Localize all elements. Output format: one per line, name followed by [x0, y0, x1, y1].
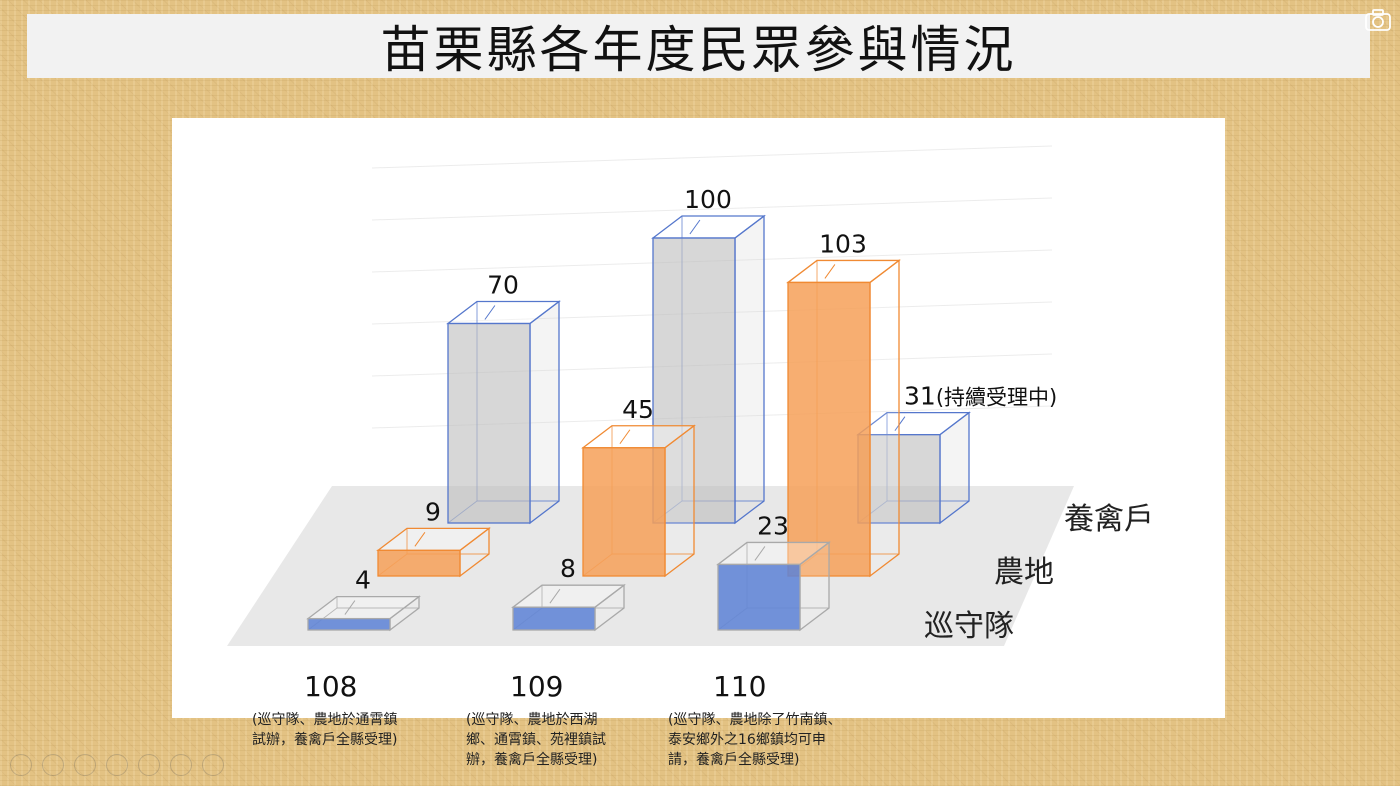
bar-front: [717, 563, 801, 631]
bar-農地-108: [376, 527, 491, 578]
chart-panel: 4 8 23 9 45 103 70 100 31(持續受理中) 巡守隊 農地 養禽戶 108 109…: [172, 118, 1225, 768]
camera-icon[interactable]: [1364, 8, 1392, 32]
year-note-109: (巡守隊、農地於西湖 鄉、通霄鎮、苑裡鎮試 辦，養禽戶全縣受理): [466, 712, 606, 768]
bar-巡守隊-109: [511, 583, 626, 632]
year-note-108: (巡守隊、農地於通霄鎮 試辦，養禽戶全縣受理): [252, 712, 398, 748]
next-slide-icon[interactable]: [42, 754, 64, 776]
series-label-農地: 農地: [994, 555, 1054, 590]
pen-icon[interactable]: [74, 754, 96, 776]
bar-front: [512, 606, 596, 631]
value-label: 8: [560, 554, 576, 583]
bar-巡守隊-108: [306, 595, 421, 632]
value-label: 4: [355, 566, 371, 595]
bar-top-mark: [619, 429, 631, 445]
year-note-110: (巡守隊、農地除了竹南鎮、 泰安鄉外之16鄉鎮均可申 請，養禽戶全縣受理): [668, 712, 842, 768]
bar-side: [734, 214, 765, 525]
bar-養禽戶-109: [651, 214, 766, 525]
bar-農地-110: [786, 259, 901, 578]
bar-top-mark: [484, 305, 496, 320]
bar-side: [869, 259, 900, 578]
value-label: 103: [819, 229, 867, 258]
value-label: 45: [622, 395, 654, 424]
bar-top-mark: [549, 588, 561, 604]
bar-top-mark: [344, 600, 356, 615]
bar-side: [664, 424, 695, 578]
bar-top-mark: [754, 546, 766, 561]
bar-front: [447, 322, 531, 524]
bar-top-mark: [894, 416, 906, 431]
screen-icon[interactable]: [170, 754, 192, 776]
more-icon[interactable]: [202, 754, 224, 776]
slide-title: 苗栗縣各年度民眾參與情況: [380, 21, 1017, 79]
value-label: 9: [425, 497, 441, 526]
bar-巡守隊-110: [716, 541, 831, 632]
bar-front: [787, 281, 871, 577]
value-label: 31(持續受理中): [904, 382, 1057, 411]
bar-front: [582, 447, 666, 577]
gridline: [371, 197, 1053, 221]
title-bar: 苗栗縣各年度民眾參與情況: [27, 14, 1370, 79]
value-label-note: (持續受理中): [936, 386, 1057, 410]
year-label-110: 110: [713, 670, 767, 703]
value-label: 23: [757, 511, 789, 540]
bar-front: [377, 549, 461, 577]
grid-icon[interactable]: [106, 754, 128, 776]
bar-side: [529, 300, 560, 525]
bar-front: [307, 617, 391, 631]
bar-農地-109: [581, 424, 696, 578]
bar-養禽戶-108: [446, 300, 561, 525]
series-label-養禽戶: 養禽戶: [1064, 502, 1154, 537]
value-label: 70: [487, 271, 519, 300]
bar-top-mark: [824, 264, 836, 279]
value-label: 100: [684, 185, 732, 214]
series-label-巡守隊: 巡守隊: [924, 609, 1014, 644]
prev-slide-icon[interactable]: [10, 754, 32, 776]
bar-top-mark: [414, 532, 426, 547]
zoom-icon[interactable]: [138, 754, 160, 776]
slide-controls: [10, 754, 224, 776]
bar-top-mark: [689, 219, 701, 235]
year-label-109: 109: [510, 670, 564, 703]
gridline: [371, 145, 1053, 169]
year-label-108: 108: [304, 670, 358, 703]
